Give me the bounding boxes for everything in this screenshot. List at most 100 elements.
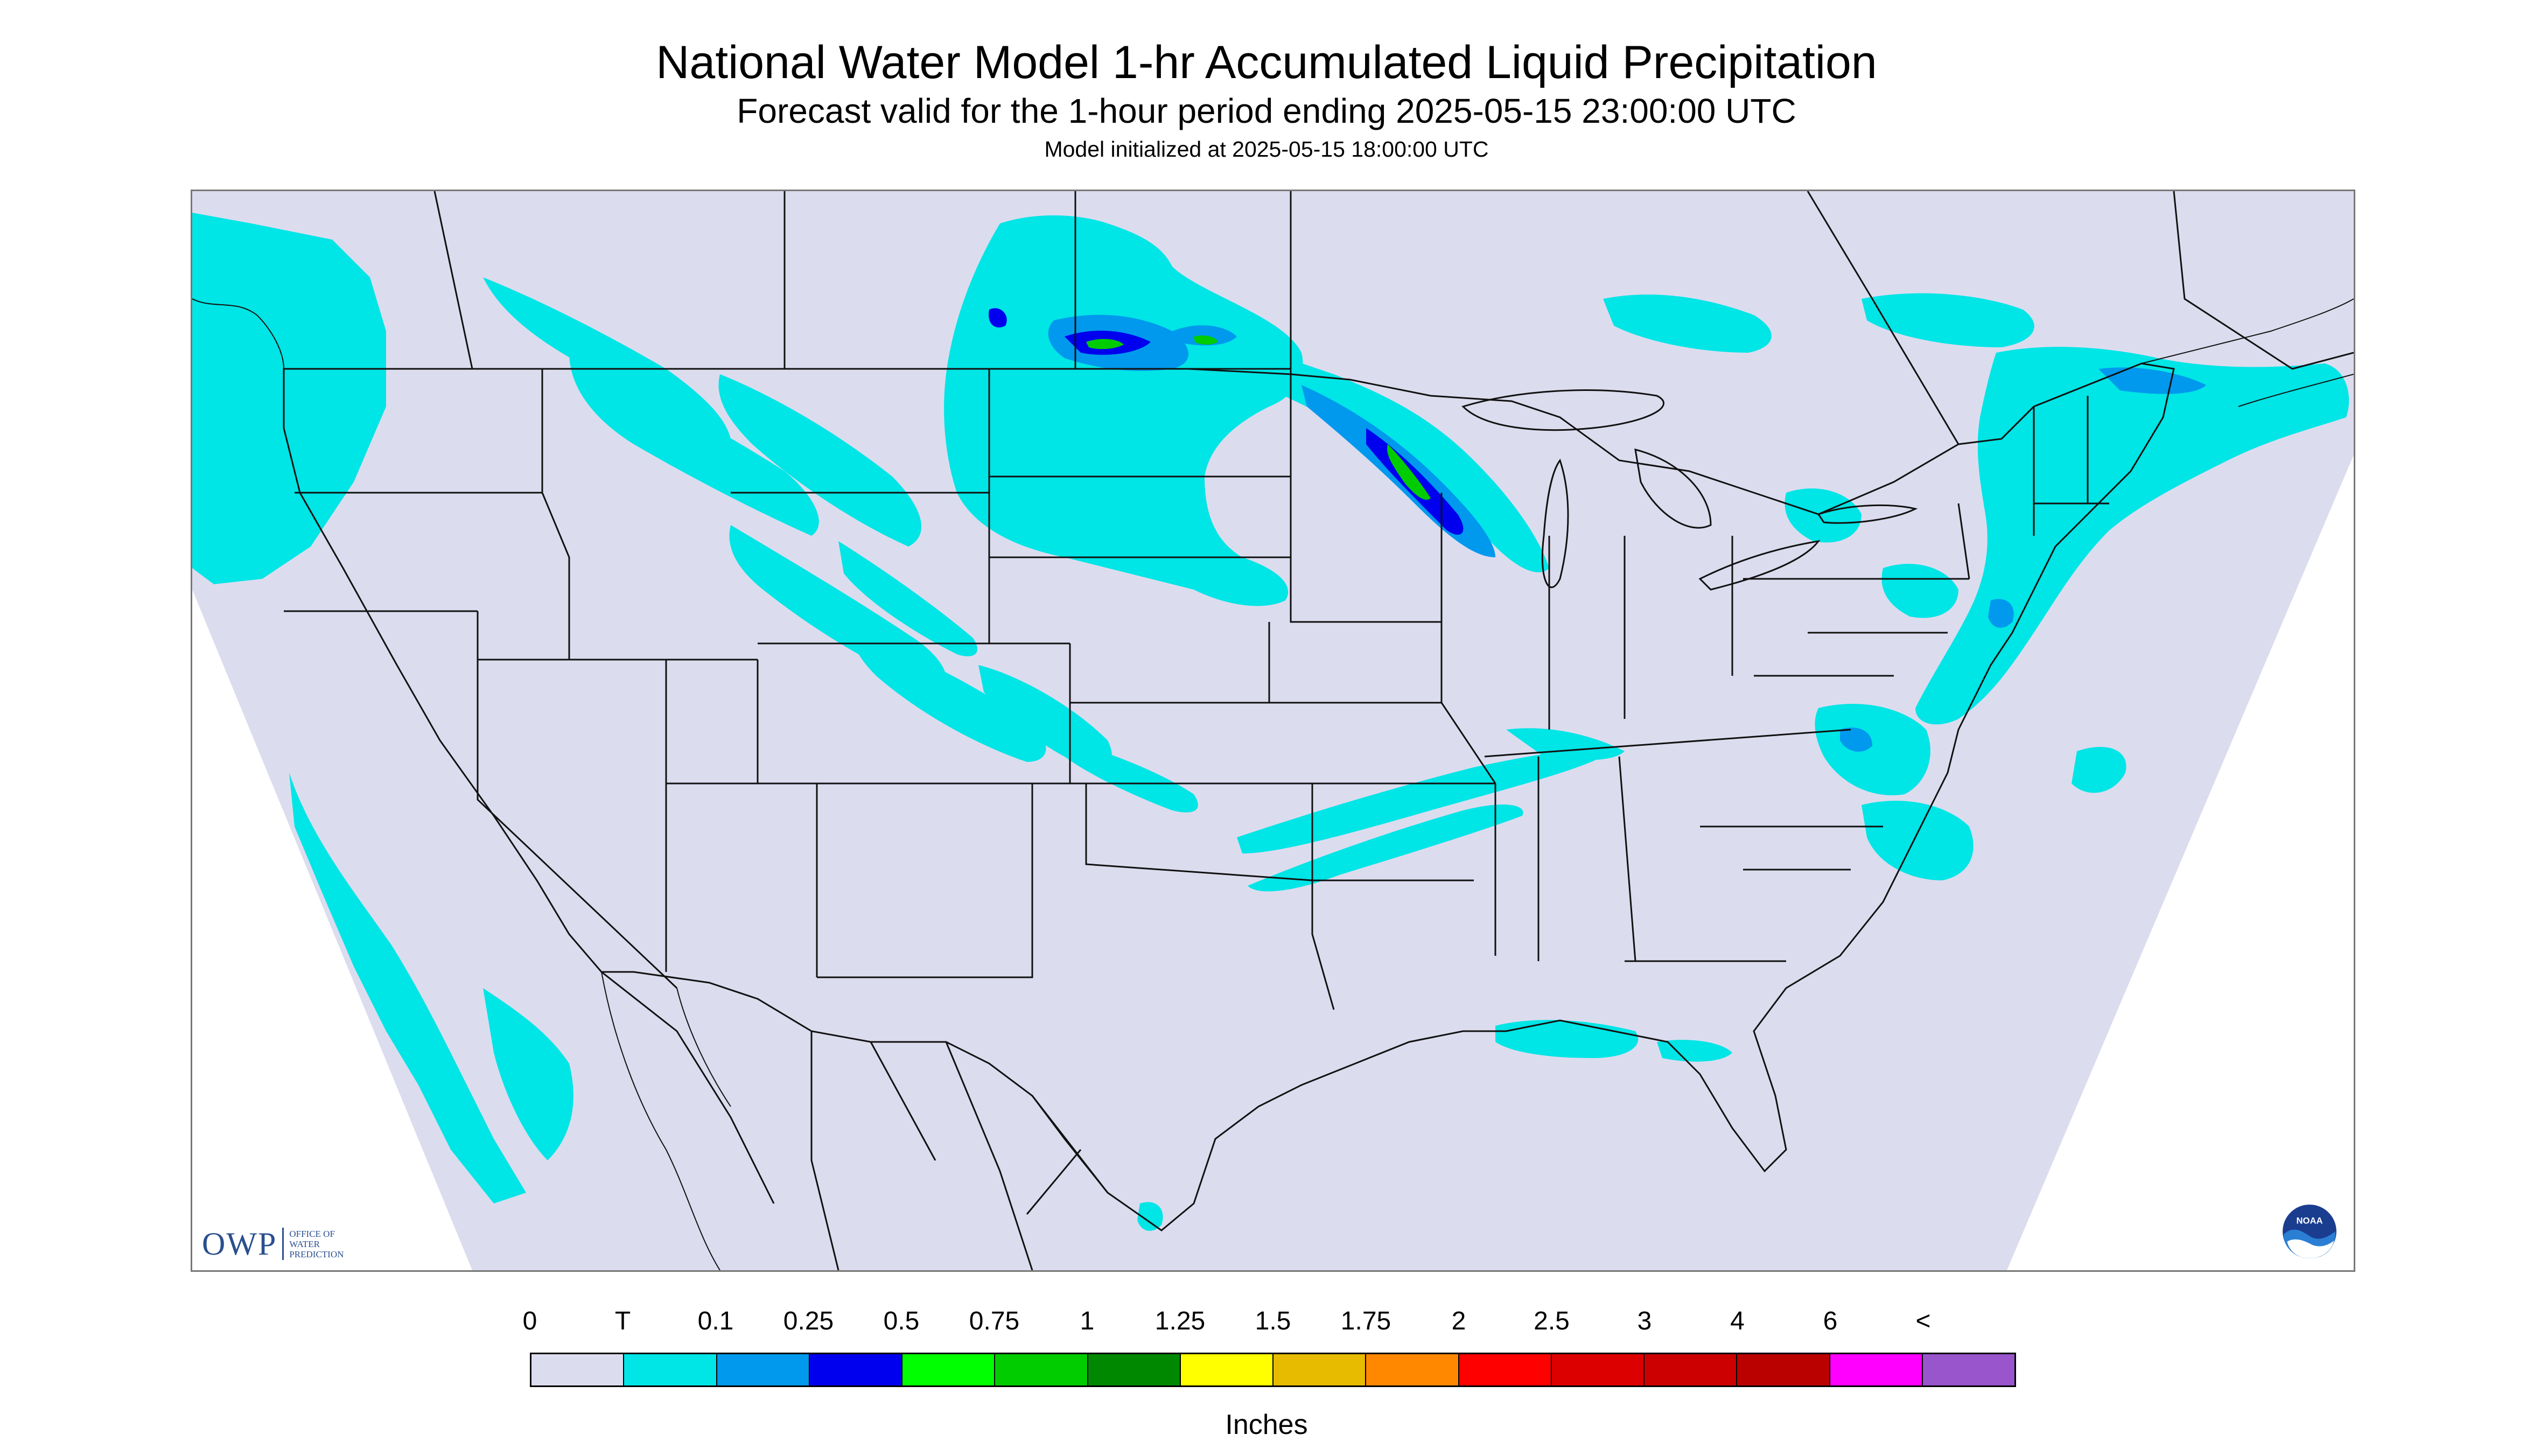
legend-label-14: 6 bbox=[1823, 1307, 1838, 1335]
coastlines bbox=[192, 298, 2354, 1270]
precip-area-wi-heavy bbox=[1387, 444, 1431, 500]
map-title: National Water Model 1-hr Accumulated Li… bbox=[656, 37, 1877, 88]
owp-logo-divider bbox=[282, 1228, 284, 1260]
legend-label-2: 0.1 bbox=[697, 1307, 734, 1335]
legend-label-4: 0.5 bbox=[883, 1307, 920, 1335]
legend-swatch-2 bbox=[717, 1354, 810, 1385]
precip-area-mid-atlantic-light bbox=[1988, 599, 2014, 628]
legend-swatch-1 bbox=[624, 1354, 717, 1385]
precip-area-florida-panhandle bbox=[1657, 1040, 1732, 1062]
border-ne-ks bbox=[1069, 643, 1312, 785]
precip-heavy-layer bbox=[1086, 335, 1431, 500]
map-frame: OWP OFFICE OF WATER PREDICTION NOAA bbox=[191, 190, 2355, 1272]
precip-area-upper-midwest bbox=[1160, 320, 1549, 572]
precip-area-virginia-light bbox=[1840, 727, 1872, 752]
legend-label-8: 1.5 bbox=[1255, 1307, 1291, 1335]
border-pa-ny bbox=[1743, 503, 1970, 580]
precip-area-mn-heavy bbox=[1194, 335, 1218, 345]
border-nc-sc bbox=[1700, 825, 1883, 871]
border-ky-tn bbox=[1484, 729, 1851, 758]
map-subtitle: Forecast valid for the 1-hour period end… bbox=[737, 92, 1796, 130]
border-ms-al bbox=[1494, 756, 1636, 962]
precip-area-rockies-8 bbox=[1065, 740, 1198, 813]
precip-area-nd-lobe bbox=[989, 308, 1007, 328]
border-wi-il bbox=[1440, 493, 1496, 784]
legend-units: Inches bbox=[1225, 1409, 1308, 1440]
precip-area-carolinas bbox=[1862, 801, 1974, 880]
legend-swatch-4 bbox=[902, 1354, 996, 1385]
legend-swatch-5 bbox=[995, 1354, 1088, 1385]
precip-area-northeast-light bbox=[2098, 367, 2206, 394]
legend-swatch-13 bbox=[1737, 1354, 1830, 1385]
border-ok bbox=[1085, 783, 1313, 881]
legend-swatch-0 bbox=[531, 1354, 625, 1385]
precip-area-virginia bbox=[1815, 704, 1930, 795]
coast-nova-scotia bbox=[2238, 374, 2354, 407]
us-outline bbox=[283, 362, 2175, 1231]
political-borders bbox=[283, 191, 2354, 1270]
legend-swatch-11 bbox=[1551, 1354, 1645, 1385]
border-mo-ar bbox=[1312, 782, 1495, 881]
legend-swatch-10 bbox=[1459, 1354, 1552, 1385]
border-new-england bbox=[2033, 396, 2109, 536]
canada-provinces bbox=[433, 191, 2354, 445]
legend-label-15: < bbox=[1915, 1307, 1931, 1335]
border-nm-tx bbox=[817, 783, 1033, 978]
precip-area-rockies-2 bbox=[569, 353, 819, 536]
border-nv bbox=[477, 611, 678, 989]
precip-area-tennessee bbox=[1506, 728, 1625, 760]
precip-area-ontario bbox=[1603, 294, 1772, 353]
coast-baja bbox=[601, 971, 720, 1270]
legend-swatch-6 bbox=[1088, 1354, 1181, 1385]
precip-area-quebec bbox=[1862, 293, 2034, 347]
lake-michigan bbox=[1541, 458, 1569, 589]
legend-swatch-12 bbox=[1645, 1354, 1738, 1385]
lake-ontario bbox=[1817, 504, 1918, 524]
precip-area-baja-offshore bbox=[483, 988, 573, 1160]
precip-area-rockies-1 bbox=[483, 277, 731, 439]
legend-label-5: 0.75 bbox=[969, 1307, 1020, 1335]
lake-superior bbox=[1461, 389, 1664, 431]
owp-logo-letters: OWP bbox=[202, 1226, 277, 1262]
precipitation-map bbox=[192, 191, 2354, 1270]
precip-area-pacific-nw bbox=[192, 213, 386, 584]
border-tx-la bbox=[1311, 880, 1335, 1010]
legend-label-12: 3 bbox=[1637, 1307, 1652, 1335]
precip-area-midsouth-1 bbox=[1237, 751, 1603, 853]
precip-area-pennsylvania bbox=[1881, 564, 1958, 618]
legend-swatch-3 bbox=[809, 1354, 902, 1385]
precip-trace-layer bbox=[192, 213, 2349, 1231]
precip-area-northern-plains bbox=[944, 215, 1303, 606]
legend-swatch-9 bbox=[1366, 1354, 1459, 1385]
legend-label-6: 1 bbox=[1080, 1307, 1095, 1335]
precip-area-atlantic-offshore bbox=[2072, 747, 2126, 793]
owp-logo: OWP OFFICE OF WATER PREDICTION bbox=[202, 1225, 359, 1263]
coast-new-england bbox=[2141, 298, 2354, 364]
legend-label-9: 1.75 bbox=[1340, 1307, 1391, 1335]
precip-area-rockies-3 bbox=[718, 374, 921, 547]
legend-label-10: 2 bbox=[1451, 1307, 1466, 1335]
precip-area-rockies-5 bbox=[855, 633, 1046, 762]
precip-area-rockies-6 bbox=[978, 665, 1112, 769]
legend-label-11: 2.5 bbox=[1534, 1307, 1570, 1335]
owp-logo-name: OFFICE OF WATER PREDICTION bbox=[289, 1228, 344, 1259]
border-ia-mo bbox=[1268, 622, 1442, 704]
precip-area-south-texas bbox=[1137, 1202, 1163, 1231]
legend-label-13: 4 bbox=[1730, 1307, 1745, 1335]
noaa-logo-text: NOAA bbox=[2297, 1215, 2323, 1226]
legend-label-3: 0.25 bbox=[783, 1307, 834, 1335]
precip-area-pacific-offshore bbox=[289, 773, 526, 1203]
lake-erie bbox=[1698, 540, 1821, 591]
mexico-states bbox=[601, 971, 1109, 1270]
precip-area-midsouth-2 bbox=[1248, 804, 1523, 892]
legend-swatch-14 bbox=[1830, 1354, 1923, 1385]
border-idaho bbox=[541, 369, 570, 660]
coast-pacific-nw bbox=[192, 298, 284, 369]
legend-swatch-7 bbox=[1180, 1354, 1274, 1385]
precip-area-nd-heavy bbox=[1086, 339, 1124, 349]
legend-label-1: T bbox=[614, 1307, 631, 1335]
border-va-wv bbox=[1754, 632, 1948, 677]
legend-colorbar bbox=[530, 1353, 2016, 1387]
precip-area-rockies-7 bbox=[838, 541, 978, 656]
coast-gulf-of-california bbox=[676, 988, 731, 1107]
